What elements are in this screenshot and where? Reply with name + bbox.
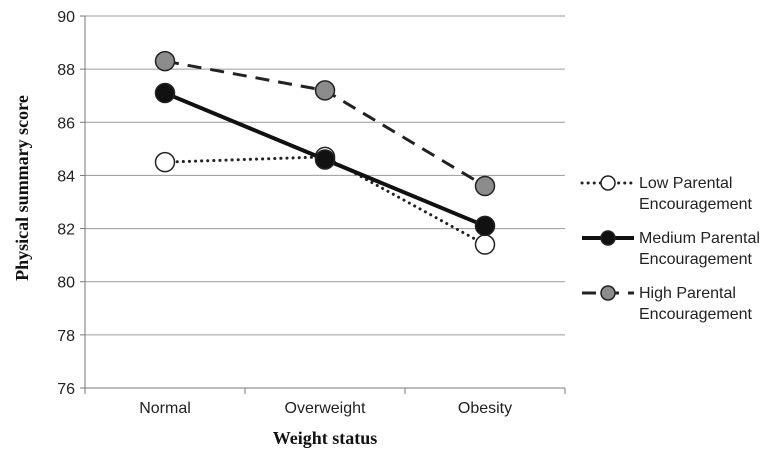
legend-label: High Parental — [639, 285, 736, 302]
legend-label: Encouragement — [639, 251, 753, 268]
legend-item: Low Parental Encouragement — [580, 175, 753, 213]
x-tick-label: Normal — [139, 400, 191, 417]
data-point — [474, 215, 496, 237]
data-point — [314, 80, 336, 101]
y-tick-label: 80 — [57, 275, 75, 292]
x-tick-label: Obesity — [458, 400, 512, 417]
legend-label: Medium Parental — [639, 230, 760, 247]
legend-label: Encouragement — [639, 196, 753, 213]
legend-marker — [600, 285, 616, 301]
y-tick-label: 90 — [57, 9, 75, 26]
data-point — [154, 82, 176, 104]
legend-marker — [600, 230, 616, 246]
data-point — [154, 151, 176, 173]
y-tick-label: 76 — [57, 381, 75, 398]
series-1 — [154, 82, 496, 237]
x-axis: Normal Overweight Obesity — [84, 387, 566, 417]
y-axis-title: Physical summary score — [12, 95, 32, 281]
y-axis: 76 78 80 82 84 86 88 90 — [57, 9, 86, 398]
y-tick-label: 86 — [57, 115, 75, 132]
y-tick-label: 82 — [57, 222, 75, 239]
series-line — [163, 155, 487, 247]
series-group — [154, 50, 496, 255]
series-2 — [154, 50, 496, 197]
data-point — [314, 149, 336, 170]
legend-label: Low Parental — [639, 175, 732, 192]
legend-item: Medium Parental Encouragement — [582, 230, 760, 268]
x-tick-label: Overweight — [285, 400, 366, 417]
legend-marker — [600, 175, 616, 191]
y-tick-label: 84 — [57, 168, 75, 185]
y-tick-label: 88 — [57, 62, 75, 79]
legend-label: Encouragement — [639, 306, 753, 323]
legend-item: High Parental Encouragement — [582, 285, 753, 323]
data-point — [474, 234, 496, 255]
data-point — [474, 175, 496, 197]
y-tick-label: 78 — [57, 328, 75, 345]
x-axis-title: Weight status — [273, 428, 378, 448]
data-point — [154, 50, 176, 72]
